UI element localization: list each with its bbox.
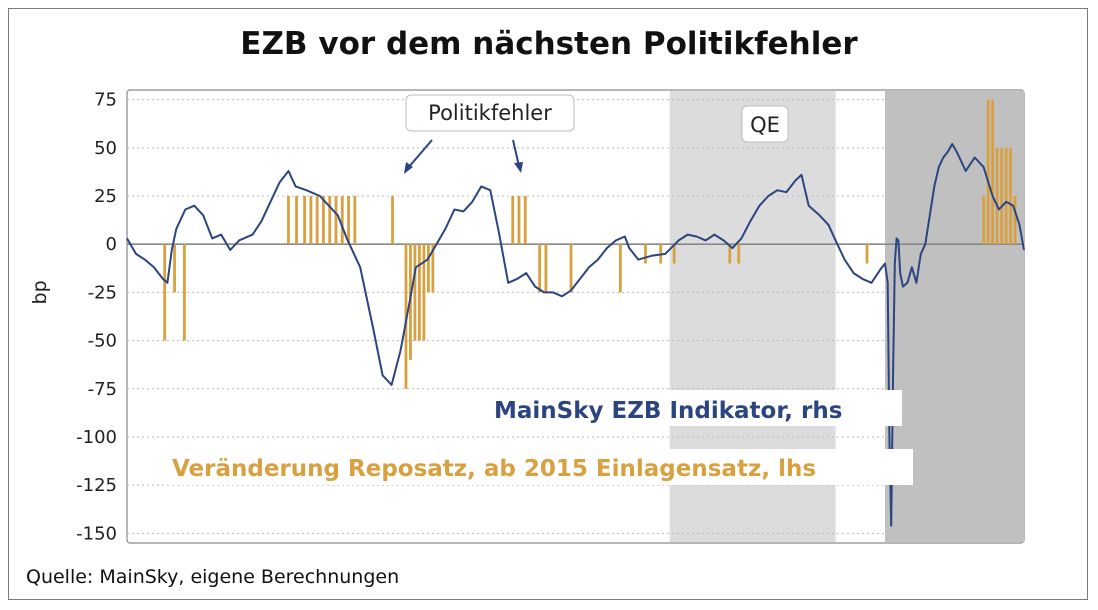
y-tick-label: -125 — [76, 475, 117, 496]
legend-indicator-bg — [490, 390, 902, 426]
repo-rate-bar — [340, 196, 344, 245]
legend-repo-text: Veränderung Reposatz, ab 2015 Einlagensa… — [172, 456, 816, 482]
repo-rate-bar — [334, 196, 338, 245]
repo-rate-bar — [287, 196, 290, 245]
politikfehler-box — [405, 94, 575, 132]
repo-rate-bar — [431, 244, 435, 293]
politikfehler-label: Politikfehler — [428, 101, 552, 125]
y-tick-label: 50 — [94, 138, 117, 159]
repo-rate-bar — [309, 196, 313, 245]
y-tick-label: 25 — [94, 186, 117, 207]
repo-rate-bar — [538, 244, 542, 293]
repo-rate-bar — [1013, 196, 1017, 245]
repo-rate-bar — [163, 244, 167, 341]
repo-rate-bar — [523, 196, 527, 245]
repo-rate-bar — [986, 99, 990, 245]
y-tick-label: -50 — [88, 331, 117, 352]
repo-rate-bar — [391, 196, 394, 245]
arrow-right-head — [514, 162, 523, 173]
source-note: Quelle: MainSky, eigene Berechnungen — [26, 566, 400, 588]
y-tick-label: -150 — [76, 523, 117, 544]
repo-rate-bar — [328, 196, 332, 245]
repo-rate-bar — [413, 244, 417, 341]
legend-repo-bg — [168, 449, 913, 485]
y-tick-label: -25 — [88, 282, 117, 303]
qe-label: QE — [750, 113, 780, 137]
repo-rate-bar — [569, 244, 573, 293]
y-tick-label: 0 — [106, 234, 117, 255]
repo-rate-bar — [173, 244, 176, 293]
repo-rate-bar — [544, 244, 548, 293]
repo-rate-bar — [728, 244, 732, 264]
repo-rate-bar — [322, 196, 325, 245]
repo-rate-bar — [303, 196, 307, 245]
y-tick-label: -100 — [76, 427, 117, 448]
repo-rate-bar — [422, 244, 426, 341]
y-axis-label: bp — [29, 280, 51, 304]
repo-rate-bar — [737, 244, 741, 264]
indicator-line — [126, 143, 1025, 527]
repo-rate-bar — [295, 196, 298, 245]
repo-rate-bar — [347, 196, 350, 245]
repo-rate-bar — [511, 196, 515, 245]
y-tick-label: 75 — [94, 90, 117, 111]
repo-rate-bar — [1004, 147, 1008, 245]
repo-rate-bar — [315, 196, 319, 245]
repo-rate-bar — [183, 244, 186, 341]
repo-rate-bar — [995, 147, 999, 245]
chart-title: EZB vor dem nächsten Politikfehler — [240, 26, 858, 62]
repo-rate-bar — [982, 196, 986, 245]
repo-rate-bar — [517, 196, 521, 245]
y-tick-label: -75 — [88, 379, 117, 400]
repo-rate-bar — [865, 244, 869, 264]
repo-rate-bar — [618, 244, 622, 293]
repo-rate-bar — [1000, 147, 1003, 245]
repo-rate-bar — [672, 244, 676, 264]
repo-rate-bar — [991, 99, 995, 245]
repo-rate-bar — [1009, 147, 1012, 245]
arrow-right-shaft — [512, 139, 520, 167]
arrow-left-shaft — [407, 139, 433, 169]
repo-rate-bar — [644, 244, 647, 264]
arrow-left-head — [404, 162, 413, 174]
repo-rate-bar — [426, 244, 430, 293]
legend-indicator-text: MainSky EZB Indikator, rhs — [494, 398, 842, 424]
repo-rate-bar — [353, 196, 357, 245]
repo-rate-bar — [418, 244, 421, 341]
qe-box — [741, 105, 789, 143]
